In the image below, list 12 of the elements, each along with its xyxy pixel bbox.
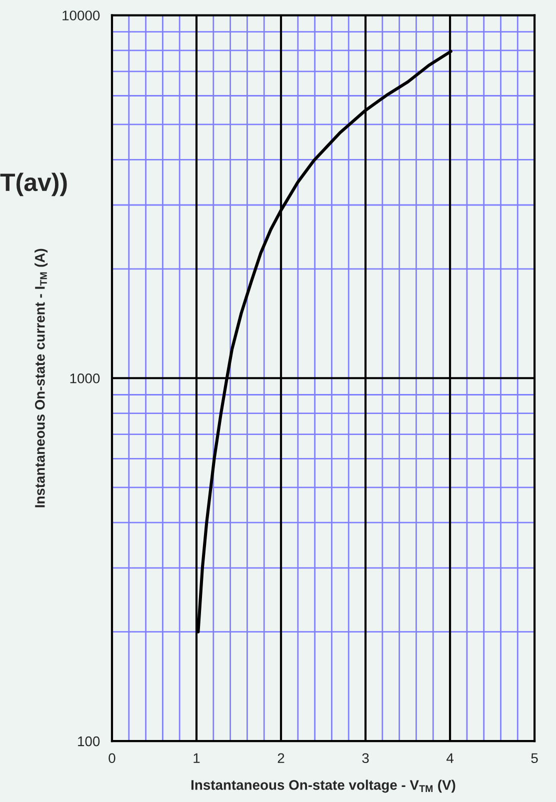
x-axis-title: Instantaneous On-state voltage - V$_{TM}$ (V) xyxy=(191,780,456,793)
x-tick-label: 5 xyxy=(531,753,538,764)
x-tick-label: 2 xyxy=(278,753,284,763)
text: T(av)) xyxy=(0,172,67,196)
y-axis-title: Instantaneous On-state current - I$_{TM}$ (A) xyxy=(34,248,48,508)
x-tick-label: 3 xyxy=(362,753,369,764)
x-tick-label: 4 xyxy=(446,753,454,763)
y-tick-label: 100 xyxy=(78,736,100,746)
y-tick-label: 10000 xyxy=(62,10,100,20)
x-tick-label: 0 xyxy=(108,753,116,764)
x-tick-label: 1 xyxy=(194,753,200,763)
y-tick-label: 1000 xyxy=(70,373,100,384)
